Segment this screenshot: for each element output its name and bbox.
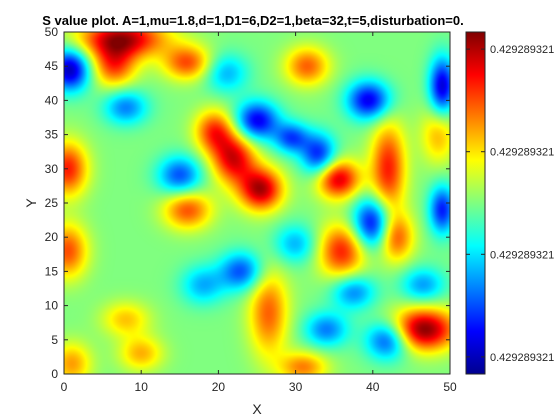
- y-tick-label: 15: [45, 264, 59, 278]
- y-tick-label: 35: [45, 128, 59, 142]
- y-tick-label: 50: [45, 25, 59, 39]
- colorbar: [465, 31, 486, 375]
- colorbar-tick-label: 0.429289321: [490, 44, 554, 56]
- colorbar-ticks: 0.429289321 0.429289321 0.429289321 0.42928…: [466, 44, 554, 364]
- x-axis: 0 10 20 30 40 50: [61, 32, 457, 394]
- y-tick-label: 30: [45, 162, 59, 176]
- x-axis-label: X: [252, 401, 262, 417]
- colorbar-tick-label: 0.429289321: [490, 147, 554, 159]
- y-axis: 0 5 10 15 20 25 30 35 40 45 50: [45, 25, 450, 381]
- y-tick-label: 10: [45, 299, 59, 313]
- y-tick-label: 45: [45, 59, 59, 73]
- heatmap-plot-area: [64, 32, 450, 374]
- y-tick-label: 20: [45, 230, 59, 244]
- y-tick-label: 25: [45, 196, 59, 210]
- heatmap-image: [64, 32, 450, 374]
- x-tick-label: 20: [212, 380, 226, 394]
- colorbar-tick-label: 0.429289321: [490, 352, 554, 364]
- colorbar-tick-label: 0.429289321: [490, 249, 554, 261]
- y-tick-label: 0: [51, 367, 58, 381]
- y-tick-label: 40: [45, 93, 59, 107]
- x-tick-label: 0: [61, 380, 68, 394]
- y-tick-label: 5: [51, 333, 58, 347]
- chart-title: S value plot. A=1,mu=1.8,d=1,D1=6,D2=1,b…: [42, 13, 463, 28]
- x-tick-label: 40: [366, 380, 380, 394]
- x-tick-label: 50: [443, 380, 457, 394]
- x-tick-label: 30: [289, 380, 303, 394]
- x-tick-label: 10: [135, 380, 149, 394]
- y-axis-label: Y: [23, 198, 39, 208]
